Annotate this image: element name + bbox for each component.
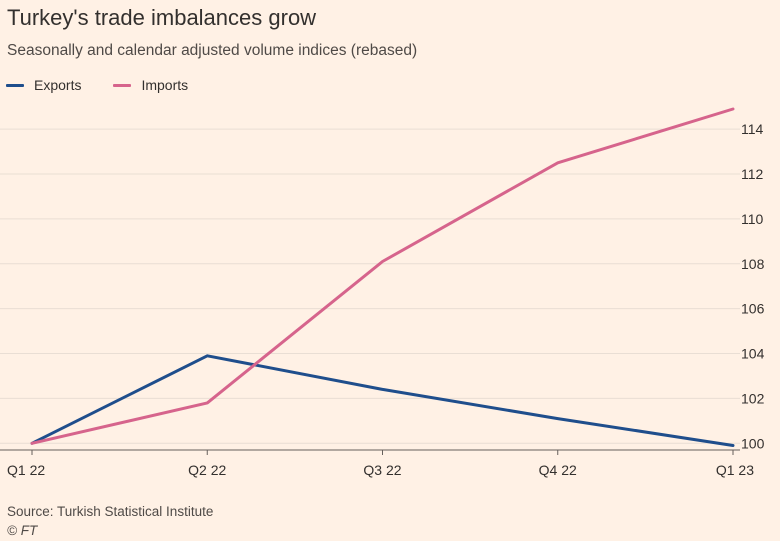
x-tick-label: Q1 23 xyxy=(716,462,754,478)
series-line-imports xyxy=(30,107,735,445)
legend-item-imports: Imports xyxy=(113,77,188,93)
legend-swatch-exports xyxy=(6,83,24,87)
chart-subtitle: Seasonally and calendar adjusted volume … xyxy=(7,42,418,59)
y-tick-label: 106 xyxy=(741,301,765,317)
source-note: Source: Turkish Statistical Institute xyxy=(7,504,214,519)
legend-swatch-imports xyxy=(113,83,132,87)
x-tick-label: Q3 22 xyxy=(363,462,401,478)
y-tick-label: 100 xyxy=(741,435,765,451)
y-tick-label: 110 xyxy=(741,211,764,227)
copyright: © FT xyxy=(7,523,38,538)
y-tick-label: 108 xyxy=(741,256,765,272)
x-tick-label: Q4 22 xyxy=(539,462,577,478)
y-tick-label: 102 xyxy=(741,390,765,406)
y-tick-label: 104 xyxy=(741,346,765,362)
y-tick-label: 112 xyxy=(741,166,764,182)
y-tick-label: 114 xyxy=(741,121,764,137)
legend-label-imports: Imports xyxy=(141,77,189,93)
chart-title: Turkey's trade imbalances grow xyxy=(7,5,317,30)
x-tick-label: Q1 22 xyxy=(7,462,45,478)
x-tick-label: Q2 22 xyxy=(188,462,226,478)
series-line-exports xyxy=(30,354,735,447)
legend: Exports Imports xyxy=(6,76,220,94)
legend-item-exports: Exports xyxy=(6,77,81,93)
legend-label-exports: Exports xyxy=(34,77,82,93)
